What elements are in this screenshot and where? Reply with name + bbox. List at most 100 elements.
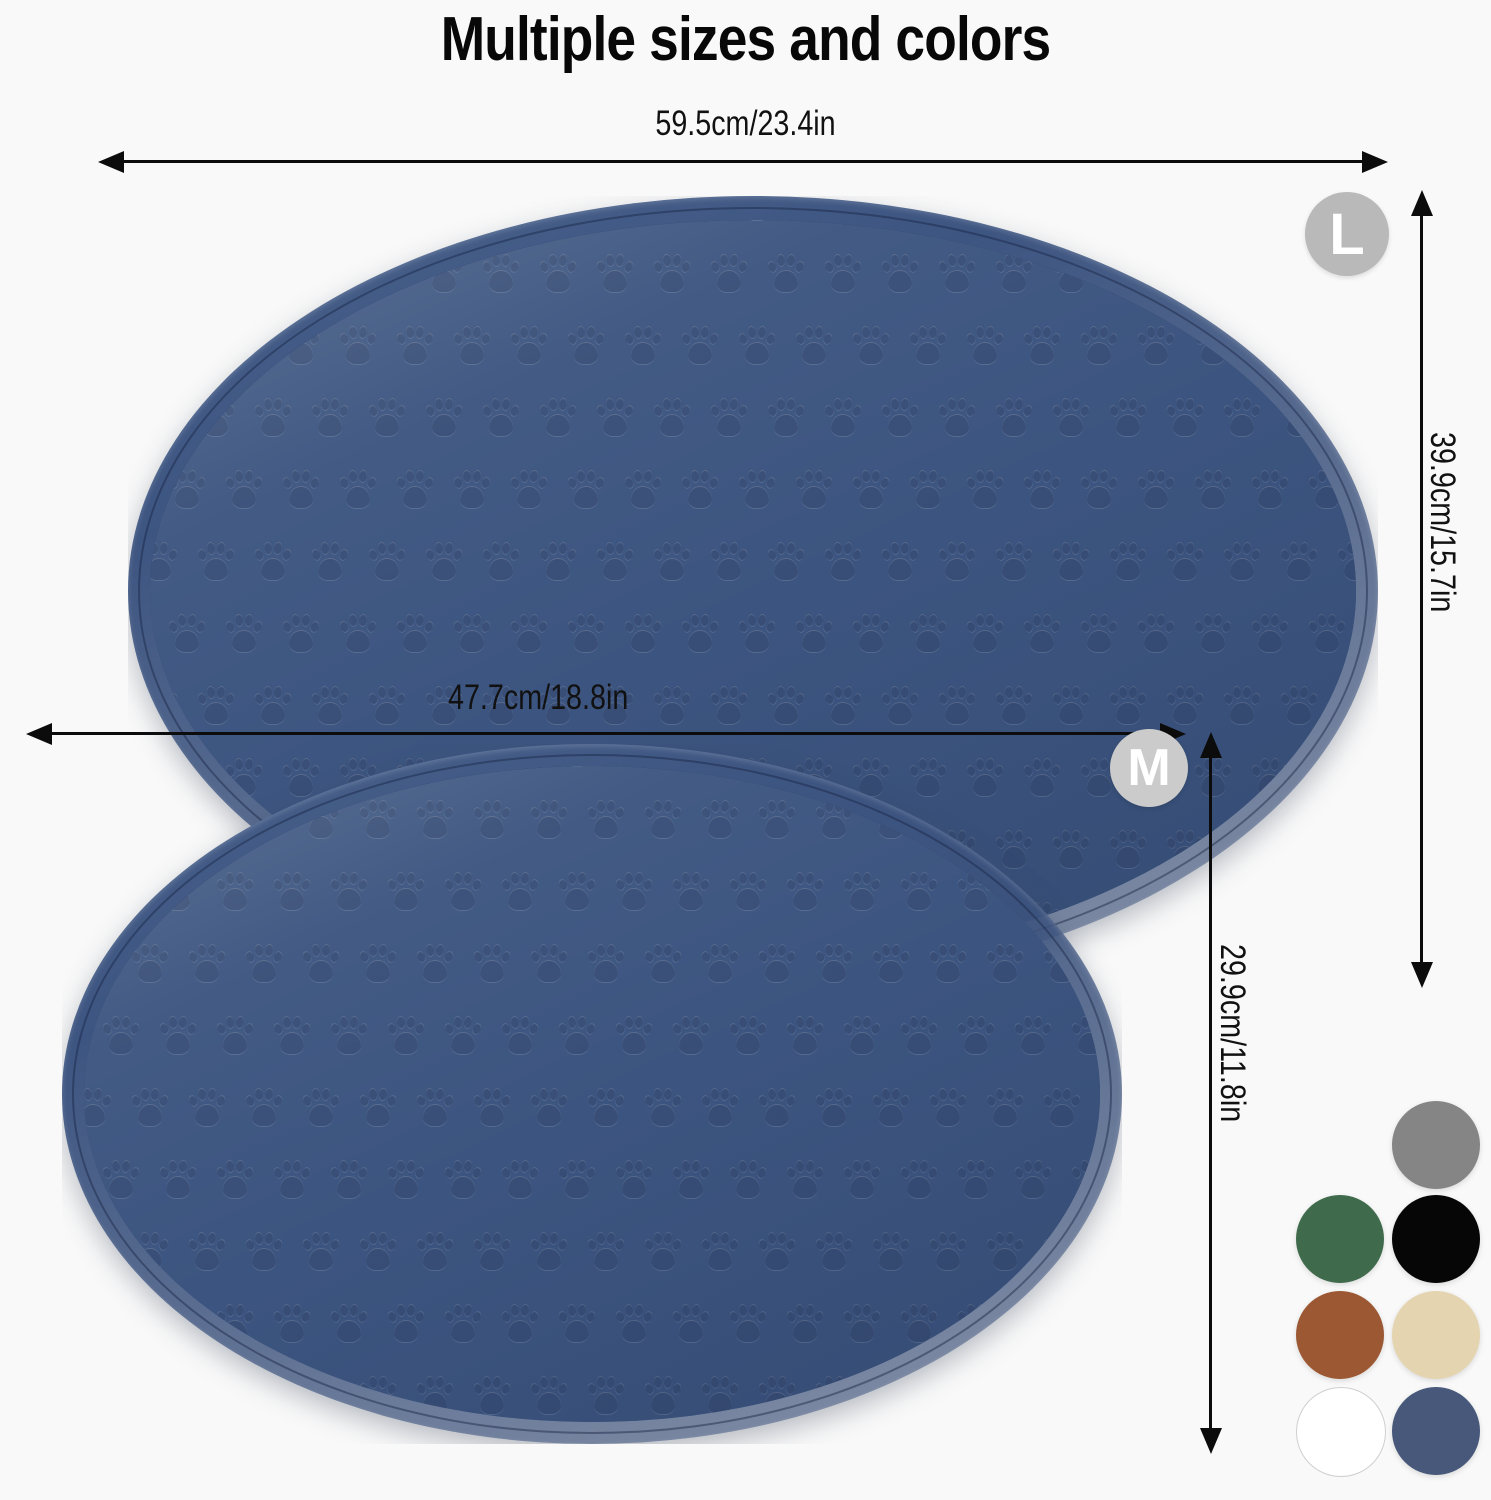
paw-print-icon (167, 324, 207, 368)
paw-print-icon (557, 1302, 597, 1346)
paw-print-icon (1079, 612, 1119, 656)
paw-print-icon (338, 612, 378, 656)
color-swatch-brown[interactable] (1296, 1291, 1384, 1379)
paw-print-icon (224, 324, 264, 368)
paw-print-icon (386, 766, 426, 770)
paw-print-icon (443, 1158, 483, 1202)
paw-print-icon (794, 612, 834, 656)
color-swatch-black[interactable] (1392, 1195, 1480, 1283)
paw-print-icon (993, 396, 1034, 440)
paw-print-icon (794, 324, 834, 368)
paw-print-icon (870, 798, 911, 842)
color-swatch-navy[interactable] (1392, 1387, 1480, 1475)
paw-print-icon (84, 942, 113, 986)
paw-print-icon (158, 1014, 198, 1058)
paw-print-icon (158, 1158, 198, 1202)
paw-print-icon (1079, 220, 1119, 224)
arrow-bar (1420, 202, 1423, 976)
paw-print-icon (842, 1302, 882, 1346)
paw-print-icon (1278, 540, 1319, 584)
paw-print-icon (1221, 540, 1262, 584)
paw-print-icon (671, 870, 711, 914)
paw-print-icon (594, 684, 635, 728)
paw-print-icon (480, 396, 521, 440)
paw-print-icon (150, 540, 179, 584)
paw-print-icon (851, 324, 891, 368)
paw-print-icon (443, 766, 483, 770)
paw-print-icon (129, 942, 170, 986)
paw-print-icon (671, 1158, 711, 1202)
paw-print-icon (671, 1302, 711, 1346)
paw-print-icon (765, 684, 806, 728)
paw-print-icon (471, 1230, 512, 1274)
paw-print-icon (765, 252, 806, 296)
medium-width-label: 47.7cm/18.8in (448, 678, 629, 717)
arrow-tip-right (1362, 151, 1388, 173)
paw-print-icon (167, 220, 207, 224)
paw-print-icon (1013, 870, 1053, 914)
paw-print-icon (243, 798, 284, 842)
paw-print-icon (252, 396, 293, 440)
color-swatch-gray[interactable] (1392, 1101, 1480, 1189)
paw-print-icon (357, 942, 398, 986)
paw-print-icon (101, 1158, 141, 1202)
paw-print-icon (899, 870, 939, 914)
paw-print-icon (300, 1230, 341, 1274)
paw-print-icon (879, 684, 920, 728)
paw-print-icon (708, 252, 749, 296)
color-swatch-white[interactable] (1296, 1387, 1386, 1477)
paw-print-icon (1136, 220, 1176, 224)
paw-print-icon (1335, 396, 1356, 440)
paw-print-icon (566, 468, 606, 512)
paw-print-icon (908, 612, 948, 656)
color-swatch-beige[interactable] (1392, 1291, 1480, 1379)
paw-print-icon (1013, 766, 1053, 770)
paw-print-icon (1041, 1230, 1082, 1274)
paw-print-icon (594, 540, 635, 584)
paw-print-icon (1335, 684, 1356, 728)
paw-print-icon (101, 766, 141, 770)
paw-print-icon (528, 942, 569, 986)
paw-print-icon (471, 798, 512, 842)
paw-print-icon (300, 1374, 341, 1418)
paw-print-icon (1107, 684, 1148, 728)
paw-print-icon (252, 540, 293, 584)
paw-print-icon (594, 252, 635, 296)
paw-print-icon (272, 1158, 312, 1202)
paw-print-icon (842, 766, 882, 770)
paw-print-icon (84, 1086, 113, 1130)
paw-print-icon (794, 468, 834, 512)
paw-print-icon (813, 1086, 854, 1130)
paw-print-icon (765, 540, 806, 584)
paw-print-icon (671, 1014, 711, 1058)
paw-print-icon (1193, 468, 1233, 512)
paw-print-icon (708, 540, 749, 584)
paw-print-icon (1278, 252, 1319, 296)
paw-print-icon (129, 1374, 170, 1418)
arrow-bar (1209, 744, 1212, 1442)
paw-print-icon (1335, 540, 1356, 584)
paw-print-icon (215, 1014, 255, 1058)
paw-print-icon (1022, 468, 1062, 512)
paw-print-icon (1041, 798, 1082, 842)
paw-print-icon (813, 1230, 854, 1274)
medium-mat-surface (84, 766, 1100, 1422)
paw-print-icon (1098, 942, 1100, 986)
paw-print-icon (756, 1230, 797, 1274)
arrow-bar (110, 160, 1376, 163)
paw-print-icon (1250, 756, 1290, 800)
medium-height-label: 29.9cm/11.8in (1213, 944, 1252, 1123)
paw-print-icon (728, 1014, 768, 1058)
paw-print-icon (1098, 1086, 1100, 1130)
paw-print-icon (1221, 684, 1262, 728)
medium-height-arrow (1198, 732, 1224, 1454)
paw-print-icon (728, 1158, 768, 1202)
paw-print-icon (594, 396, 635, 440)
color-swatch-green[interactable] (1296, 1195, 1384, 1283)
paw-print-icon (756, 1086, 797, 1130)
paw-print-icon (452, 612, 492, 656)
paw-print-icon (129, 798, 170, 842)
paw-print-icon (386, 1158, 426, 1202)
paw-print-icon (965, 220, 1005, 224)
paw-print-icon (984, 798, 1025, 842)
